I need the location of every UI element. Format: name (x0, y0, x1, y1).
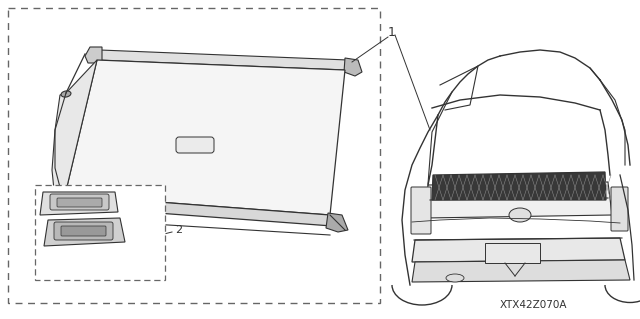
Text: XTX42Z070A: XTX42Z070A (500, 300, 568, 310)
Ellipse shape (61, 91, 71, 97)
Text: 1: 1 (388, 26, 396, 39)
FancyBboxPatch shape (50, 194, 109, 210)
Polygon shape (65, 60, 345, 215)
Polygon shape (50, 193, 68, 208)
FancyBboxPatch shape (61, 226, 106, 236)
Polygon shape (425, 182, 612, 218)
Polygon shape (44, 218, 125, 246)
Bar (485, 243, 540, 263)
FancyBboxPatch shape (176, 137, 214, 153)
FancyBboxPatch shape (54, 222, 113, 240)
Polygon shape (432, 172, 606, 200)
Polygon shape (63, 195, 332, 226)
Polygon shape (326, 213, 348, 232)
Polygon shape (412, 238, 625, 262)
Polygon shape (52, 60, 97, 200)
Bar (35, 185, 165, 280)
FancyBboxPatch shape (57, 198, 102, 207)
Ellipse shape (509, 208, 531, 222)
Polygon shape (344, 58, 362, 76)
Polygon shape (85, 47, 102, 63)
Text: 2: 2 (175, 225, 182, 235)
Polygon shape (412, 260, 630, 282)
Polygon shape (96, 50, 348, 70)
Ellipse shape (446, 274, 464, 282)
FancyBboxPatch shape (411, 187, 431, 234)
FancyBboxPatch shape (611, 187, 628, 231)
Bar (8, 8, 380, 303)
Polygon shape (40, 192, 118, 215)
